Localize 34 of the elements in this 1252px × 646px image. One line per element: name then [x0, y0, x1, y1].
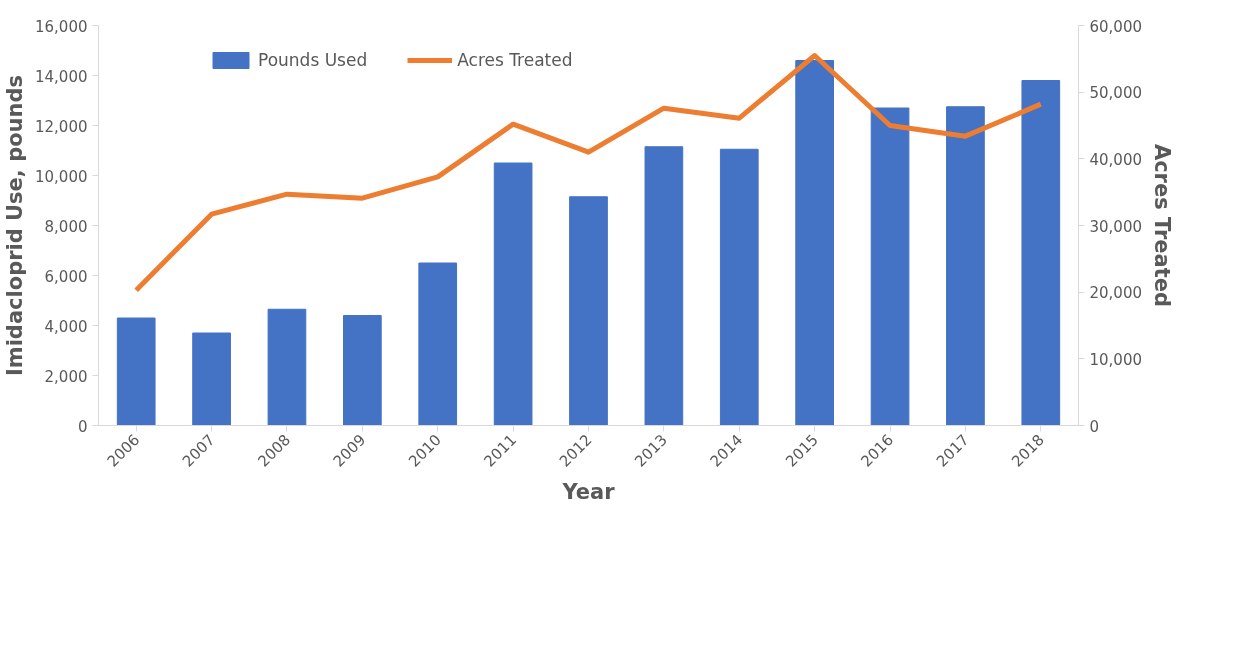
bar — [569, 196, 608, 426]
bar — [267, 308, 307, 426]
bar — [493, 162, 533, 426]
bar — [1021, 80, 1061, 426]
y2-tick-label: 50,000 — [1089, 84, 1142, 103]
y-tick-label: 2,000 — [44, 367, 88, 386]
bar — [192, 332, 231, 426]
y-tick-label: 14,000 — [35, 67, 88, 86]
bar — [343, 315, 382, 426]
y-tick-label: 16,000 — [35, 17, 88, 36]
y-tick-label: 12,000 — [35, 117, 88, 136]
bar — [418, 262, 458, 426]
y-tick-label: 0 — [77, 417, 88, 436]
bar — [946, 106, 985, 426]
y2-tick-label: 0 — [1089, 417, 1100, 436]
y-axis-title: Imidacloprid Use, pounds — [3, 74, 28, 377]
y2-tick-label: 60,000 — [1089, 17, 1142, 36]
y2-tick-label: 20,000 — [1089, 284, 1142, 303]
y2-tick-label: 30,000 — [1089, 217, 1142, 236]
y-tick-label: 4,000 — [44, 317, 88, 336]
y2-axis-title: Acres Treated — [1149, 143, 1174, 308]
bar — [116, 317, 156, 426]
y-tick-label: 8,000 — [44, 217, 88, 236]
y-tick-label: 6,000 — [44, 267, 88, 286]
bar — [719, 148, 759, 426]
y-tick-label: 10,000 — [35, 167, 88, 186]
x-axis-title: Year — [561, 479, 616, 504]
bar — [795, 60, 834, 426]
bar — [644, 146, 684, 426]
legend-label: Acres Treated — [457, 50, 573, 70]
bar — [870, 107, 910, 426]
y2-tick-label: 40,000 — [1089, 150, 1142, 169]
legend-label: Pounds Used — [258, 50, 368, 70]
y2-tick-label: 10,000 — [1089, 350, 1142, 369]
